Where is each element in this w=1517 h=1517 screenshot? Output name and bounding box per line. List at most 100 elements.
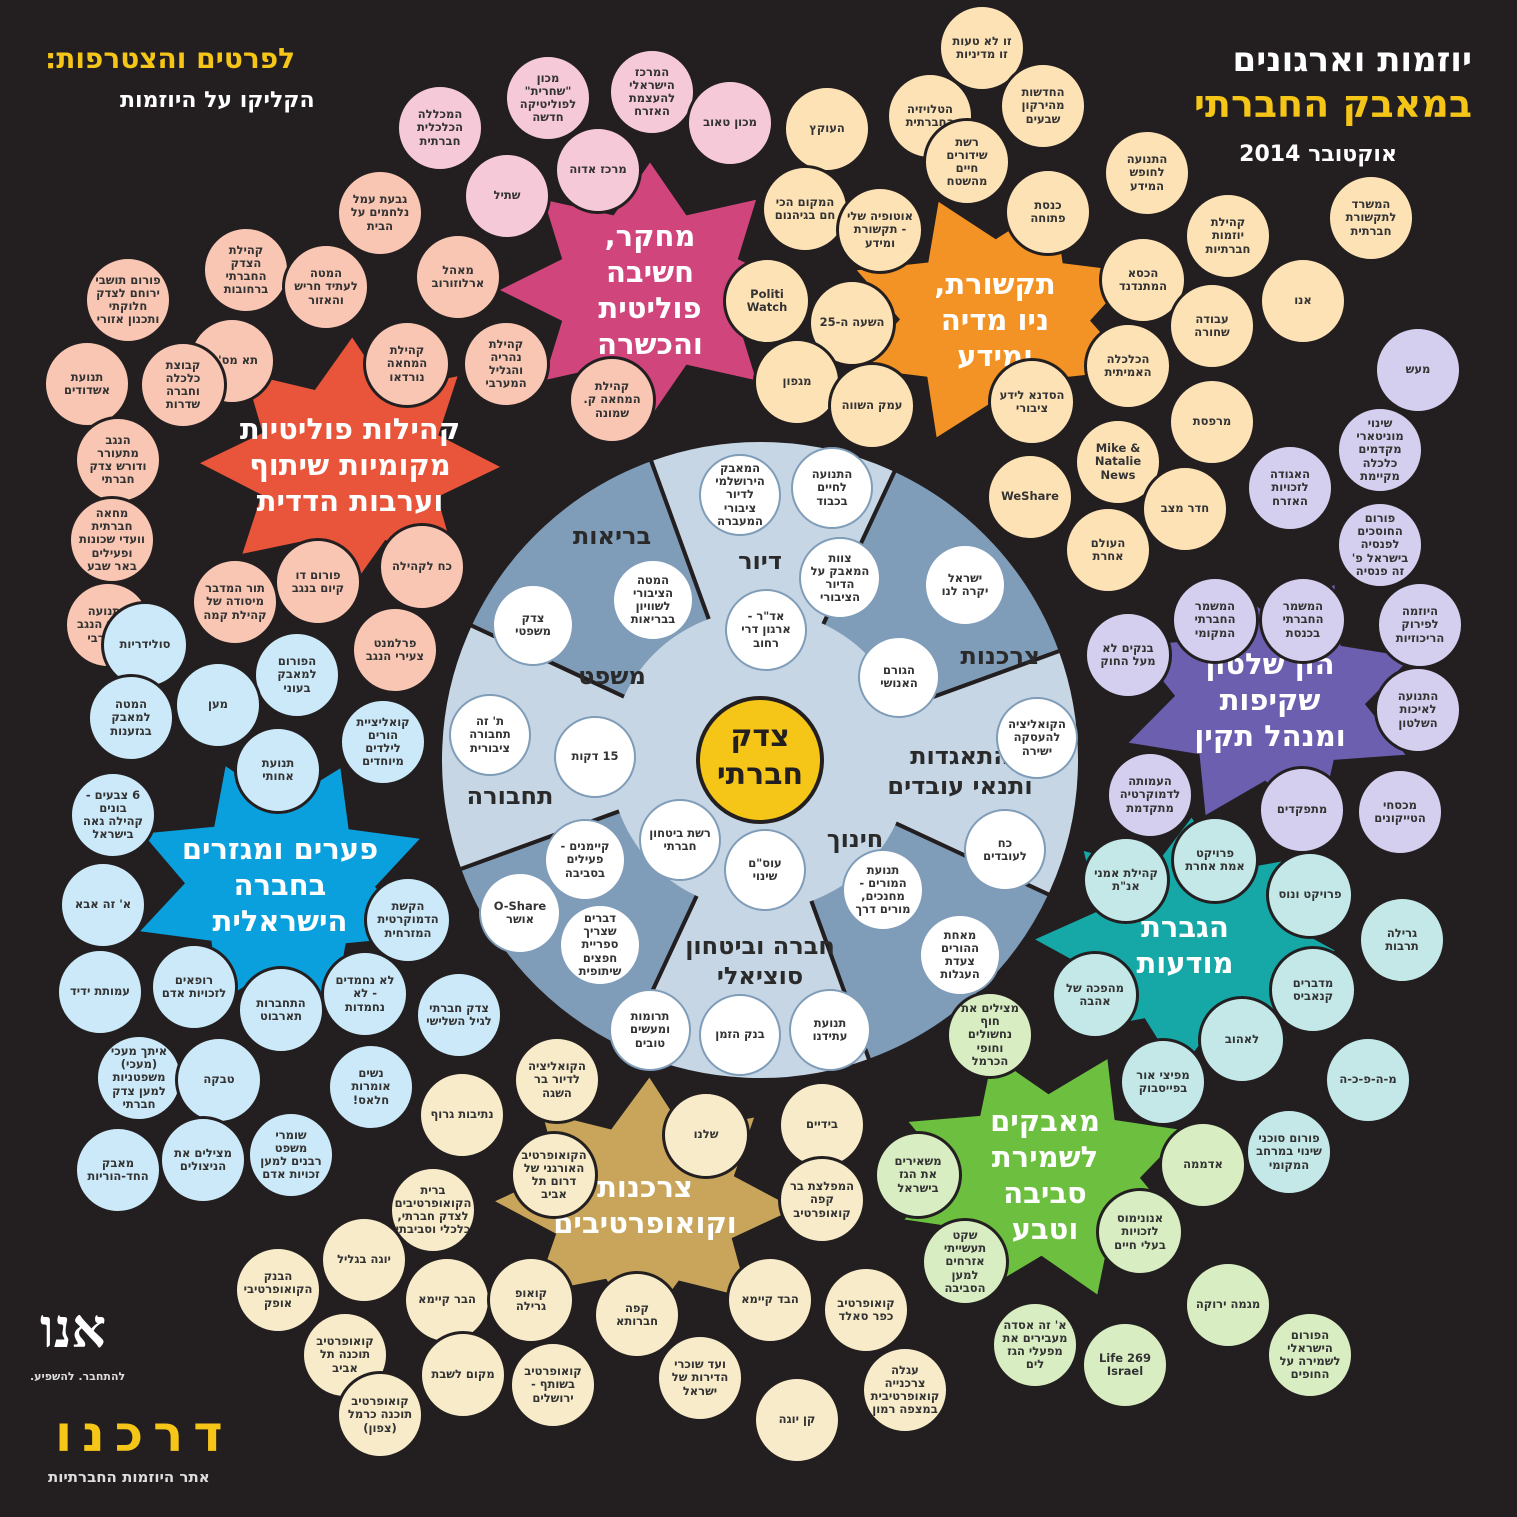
initiative-bubble[interactable]: קהילת אמני אנ"ת — [1082, 836, 1170, 924]
initiative-bubble[interactable]: נשים אומרות חלאס! — [327, 1043, 415, 1131]
initiative-bubble[interactable]: מאחת ההורים צעדת העגלות — [919, 914, 1001, 996]
initiative-bubble[interactable]: WeShare — [986, 453, 1074, 541]
initiative-bubble[interactable]: קואליציית הורים לילדים מיוחדים — [339, 698, 427, 786]
initiative-bubble[interactable]: הפורום הישראלי לשמירה על החופים — [1266, 1311, 1354, 1399]
initiative-bubble[interactable]: נתיבות גרוף — [418, 1071, 506, 1159]
initiative-bubble[interactable]: מרכז אדוה — [554, 126, 642, 214]
initiative-bubble[interactable]: מאבק החד-הוריות — [74, 1126, 162, 1214]
initiative-bubble[interactable]: קן יוגה — [753, 1376, 841, 1464]
initiative-bubble[interactable]: הבר קיימא — [403, 1256, 491, 1344]
initiative-bubble[interactable]: שקט תעשייתי אזרחים למען הסביבה — [921, 1218, 1009, 1306]
initiative-bubble[interactable]: צדק חברתי לגיל השלישי — [415, 971, 503, 1059]
initiative-bubble[interactable]: הקואליציה להעסקה ישירה — [996, 697, 1078, 779]
initiative-bubble[interactable]: העמותה לדמוקרטיה מתקדמת — [1106, 751, 1194, 839]
initiative-bubble[interactable]: עמותת ידיד — [56, 948, 144, 1036]
initiative-bubble[interactable]: מכסחי הטייקונים — [1356, 768, 1444, 856]
initiative-bubble[interactable]: כח לעובדים — [964, 809, 1046, 891]
initiative-bubble[interactable]: קהילת המחאה נורדאו — [363, 320, 451, 408]
initiative-bubble[interactable]: שתיל — [463, 152, 551, 240]
initiative-bubble[interactable]: מכון "שחרית" לפוליטיקה חדשה — [504, 54, 592, 142]
initiative-bubble[interactable]: קואופרטיב כפר סאלד — [822, 1266, 910, 1354]
initiative-bubble[interactable]: קהילת יוזמות חברתיות — [1184, 192, 1272, 280]
initiative-bubble[interactable]: פורום החוסכים לפנסיה בישראל פ' זה פנסיה — [1336, 501, 1424, 589]
initiative-bubble[interactable]: קואופ גרילה — [487, 1256, 575, 1344]
initiative-bubble[interactable]: מצילים את הניצולים — [159, 1116, 247, 1204]
initiative-bubble[interactable]: המשמר החברתי המקומי — [1171, 576, 1259, 664]
initiative-bubble[interactable]: החדשות מהירקון שבעים — [999, 62, 1087, 150]
initiative-bubble[interactable]: הבנק הקואופרטיבי אופק — [234, 1246, 322, 1334]
initiative-bubble[interactable]: התחברות תארבוט — [237, 966, 325, 1054]
initiative-bubble[interactable]: איתך מעכי (מעכי) משפטניות למען צדק חברתי — [95, 1034, 183, 1122]
initiative-bubble[interactable]: אוטופיה שלי - תקשורת ומידע — [836, 186, 924, 274]
initiative-bubble[interactable]: מדברים קנאביס — [1269, 946, 1357, 1034]
initiative-bubble[interactable]: 15 דקות — [554, 716, 636, 798]
initiative-bubble[interactable]: גרילה תרבות — [1358, 896, 1446, 984]
initiative-bubble[interactable]: המרכז הישראלי להעצמת האזרח — [608, 48, 696, 136]
initiative-bubble[interactable]: התנועה לחופש המידע — [1103, 129, 1191, 217]
initiative-bubble[interactable]: חדר מצב — [1141, 465, 1229, 553]
initiative-bubble[interactable]: שלנו — [662, 1091, 750, 1179]
initiative-bubble[interactable]: הפורום למאבק בעוני — [253, 631, 341, 719]
initiative-bubble[interactable]: המפלצת בר קפה קואופרטיב — [778, 1156, 866, 1244]
initiative-bubble[interactable]: ת' זה תחבורה ציבורית — [449, 694, 531, 776]
initiative-bubble[interactable]: קבוצת כלכלה וחברה שדרות — [139, 341, 227, 429]
initiative-bubble[interactable]: פרלמנט צעירי הנגב — [351, 606, 439, 694]
initiative-bubble[interactable]: תנועת אחותי — [234, 726, 322, 814]
initiative-bubble[interactable]: מען — [174, 661, 262, 749]
initiative-bubble[interactable]: O-Share אושר — [479, 872, 561, 954]
initiative-bubble[interactable]: האגודה לזכויות האזרח — [1246, 444, 1334, 532]
initiative-bubble[interactable]: כנסת פתוחה — [1004, 168, 1092, 256]
initiative-bubble[interactable]: הקואליציה לדיור בר השגה — [513, 1036, 601, 1124]
initiative-bubble[interactable]: מאהל ארלוזורוב — [414, 233, 502, 321]
initiative-bubble[interactable]: רשת ביטחון חברתי — [639, 799, 721, 881]
initiative-bubble[interactable]: המכללה הכלכלית חברתית — [396, 84, 484, 172]
initiative-bubble[interactable]: תנועת אשדודים — [43, 340, 131, 428]
initiative-bubble[interactable]: המאבק הירושלמי לדיור ציבורי המעברה — [699, 454, 781, 536]
initiative-bubble[interactable]: הקואופרטיב האורגני של דרום תל אביב — [510, 1131, 598, 1219]
initiative-bubble[interactable]: פורום סוכני שינוי במרחב המקומי — [1245, 1108, 1333, 1196]
initiative-bubble[interactable]: פורום תושבי ירוחם לצדק חלוקתי ותכנון אזו… — [84, 256, 172, 344]
initiative-bubble[interactable]: העולם אחרת — [1064, 506, 1152, 594]
initiative-bubble[interactable]: אד"ר - ארגון דרי רחוב — [725, 589, 807, 671]
initiative-bubble[interactable]: הכלכלה האמיתית — [1084, 322, 1172, 410]
initiative-bubble[interactable]: קהילת המחאה ק. שמונה — [568, 356, 656, 444]
initiative-bubble[interactable]: רשת שידורים חיים מהשטח — [923, 118, 1011, 206]
initiative-bubble[interactable]: יוגה בגליל — [320, 1216, 408, 1304]
initiative-bubble[interactable]: המשמר החברתי בכנסת — [1259, 576, 1347, 664]
initiative-bubble[interactable]: הקשת הדמוקרטית המזרחית — [364, 876, 452, 964]
initiative-bubble[interactable]: צדק משפטי — [492, 584, 574, 666]
initiative-bubble[interactable]: הבד קיימא — [726, 1256, 814, 1344]
initiative-bubble[interactable]: המטה למאבק בגזענות — [87, 674, 175, 762]
initiative-bubble[interactable]: אנונימוס לזכויות בעלי חיים — [1096, 1188, 1184, 1276]
initiative-bubble[interactable]: כח לקהילה — [378, 523, 466, 611]
initiative-bubble[interactable]: פרויקט ונוס — [1266, 851, 1354, 939]
initiative-bubble[interactable]: מתפקדים — [1258, 766, 1346, 854]
initiative-bubble[interactable]: לאהוב — [1198, 996, 1286, 1084]
initiative-bubble[interactable]: עוס"ם שינוי — [724, 829, 806, 911]
initiative-bubble[interactable]: טבקה — [175, 1036, 263, 1124]
initiative-bubble[interactable]: הסדנא לידע ציבורי — [988, 358, 1076, 446]
initiative-bubble[interactable]: אדממה — [1159, 1121, 1247, 1209]
initiative-bubble[interactable]: התנועה לחיים בכבוד — [791, 447, 873, 529]
initiative-bubble[interactable]: מקום לשבת — [419, 1331, 507, 1419]
initiative-bubble[interactable]: מחאה חברתית וועדי שכונות ופעילים באר שבע — [68, 496, 156, 584]
initiative-bubble[interactable]: המטה הציבורי לשוויון בבריאות — [612, 559, 694, 641]
initiative-bubble[interactable]: קהילת נהריה והגליל המערבי — [462, 320, 550, 408]
initiative-bubble[interactable]: רופאים לזכויות אדם — [150, 943, 238, 1031]
initiative-bubble[interactable]: מעש — [1374, 326, 1462, 414]
initiative-bubble[interactable]: קואופרטיב בשותף - ירושלים — [509, 1341, 597, 1429]
initiative-bubble[interactable]: עבודה שחורה — [1168, 282, 1256, 370]
initiative-bubble[interactable]: קפה חברותא — [593, 1271, 681, 1359]
initiative-bubble[interactable]: Politi Watch — [723, 257, 811, 345]
initiative-bubble[interactable]: פרויקט אמת אחרת — [1171, 816, 1259, 904]
initiative-bubble[interactable]: מגמה ירוקה — [1184, 1261, 1272, 1349]
initiative-bubble[interactable]: תנועת עתידנו — [789, 989, 871, 1071]
initiative-bubble[interactable]: קיימנים - פעילים בסביבה — [544, 819, 626, 901]
initiative-bubble[interactable]: מ-ה-פ-כ-ה — [1324, 1036, 1412, 1124]
initiative-bubble[interactable]: תרומות ומעשים טובים — [609, 989, 691, 1071]
initiative-bubble[interactable]: שומרי משפט רבנים למען זכויות אדם — [247, 1111, 335, 1199]
initiative-bubble[interactable]: אנו — [1259, 257, 1347, 345]
initiative-bubble[interactable]: לא נחמדים - לא נחמדות — [321, 950, 409, 1038]
initiative-bubble[interactable]: הגורם האנושי — [858, 636, 940, 718]
initiative-bubble[interactable]: משאירים את הגז בישראל — [874, 1131, 962, 1219]
